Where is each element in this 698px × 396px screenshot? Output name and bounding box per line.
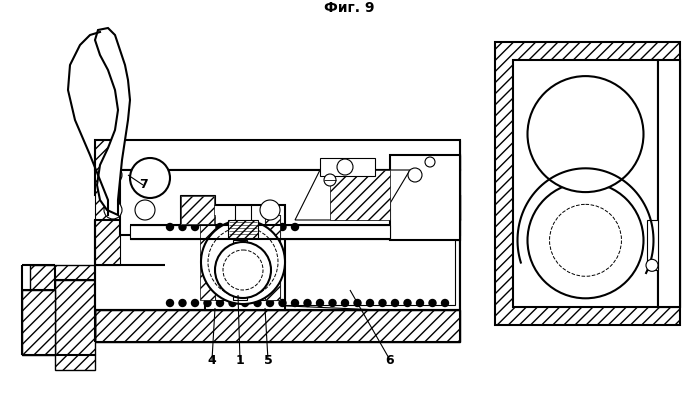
Bar: [120, 170, 460, 235]
Bar: [95, 140, 460, 170]
Bar: [513, 60, 658, 307]
Polygon shape: [295, 170, 410, 220]
Bar: [200, 215, 215, 300]
Circle shape: [191, 299, 198, 307]
Circle shape: [404, 299, 411, 307]
Bar: [658, 60, 680, 307]
Circle shape: [292, 223, 299, 230]
Circle shape: [279, 299, 286, 307]
Text: Фиг. 9: Фиг. 9: [324, 1, 374, 15]
Circle shape: [267, 223, 274, 230]
Circle shape: [204, 299, 211, 307]
Circle shape: [646, 259, 658, 271]
Circle shape: [167, 299, 174, 307]
Circle shape: [379, 299, 386, 307]
Circle shape: [279, 223, 286, 230]
Text: 6: 6: [386, 354, 394, 367]
Bar: [495, 42, 680, 325]
Circle shape: [130, 158, 170, 198]
Text: 7: 7: [139, 178, 147, 191]
Circle shape: [254, 223, 261, 230]
Circle shape: [425, 157, 435, 167]
Circle shape: [135, 200, 155, 220]
Circle shape: [429, 299, 436, 307]
Circle shape: [254, 299, 261, 307]
Circle shape: [392, 299, 399, 307]
Bar: [22, 290, 55, 355]
Bar: [95, 155, 460, 195]
Bar: [320, 158, 375, 176]
Polygon shape: [180, 195, 215, 225]
Bar: [265, 225, 455, 305]
Bar: [181, 196, 214, 224]
Bar: [95, 155, 460, 195]
Circle shape: [179, 299, 186, 307]
Circle shape: [304, 299, 311, 307]
Bar: [165, 195, 460, 220]
Circle shape: [216, 299, 223, 307]
Bar: [330, 170, 390, 220]
Circle shape: [408, 168, 422, 182]
Circle shape: [341, 299, 348, 307]
Bar: [95, 140, 120, 265]
Circle shape: [316, 299, 323, 307]
Bar: [228, 220, 258, 238]
Bar: [265, 215, 280, 300]
Circle shape: [215, 242, 271, 298]
Bar: [205, 205, 285, 310]
Circle shape: [216, 223, 223, 230]
Circle shape: [528, 182, 644, 298]
Circle shape: [104, 201, 122, 219]
Text: 1: 1: [236, 354, 244, 367]
Circle shape: [260, 200, 280, 220]
Text: 4: 4: [207, 354, 216, 367]
Circle shape: [354, 299, 361, 307]
Circle shape: [201, 220, 285, 304]
Circle shape: [223, 250, 263, 290]
Circle shape: [242, 299, 248, 307]
Circle shape: [292, 299, 299, 307]
Bar: [658, 60, 680, 307]
Bar: [95, 310, 460, 342]
Bar: [647, 220, 658, 270]
Circle shape: [208, 227, 278, 297]
Bar: [30, 265, 95, 340]
Circle shape: [267, 299, 274, 307]
Circle shape: [324, 174, 336, 186]
Circle shape: [337, 159, 353, 175]
Circle shape: [229, 223, 236, 230]
Circle shape: [417, 299, 424, 307]
Circle shape: [329, 299, 336, 307]
Bar: [265, 215, 280, 300]
Bar: [390, 155, 460, 240]
Bar: [130, 225, 390, 239]
Bar: [95, 220, 460, 310]
Bar: [235, 205, 251, 223]
Circle shape: [204, 223, 211, 230]
Circle shape: [191, 223, 198, 230]
Circle shape: [442, 299, 449, 307]
Bar: [233, 240, 247, 300]
Circle shape: [167, 223, 174, 230]
Text: 5: 5: [264, 354, 272, 367]
Circle shape: [229, 299, 236, 307]
Circle shape: [242, 223, 248, 230]
Circle shape: [179, 223, 186, 230]
Bar: [215, 235, 275, 300]
Bar: [55, 280, 95, 370]
Bar: [390, 155, 460, 240]
Circle shape: [549, 204, 621, 276]
Circle shape: [104, 166, 122, 184]
Circle shape: [528, 76, 644, 192]
Circle shape: [366, 299, 373, 307]
Bar: [95, 140, 460, 170]
Polygon shape: [95, 28, 130, 215]
